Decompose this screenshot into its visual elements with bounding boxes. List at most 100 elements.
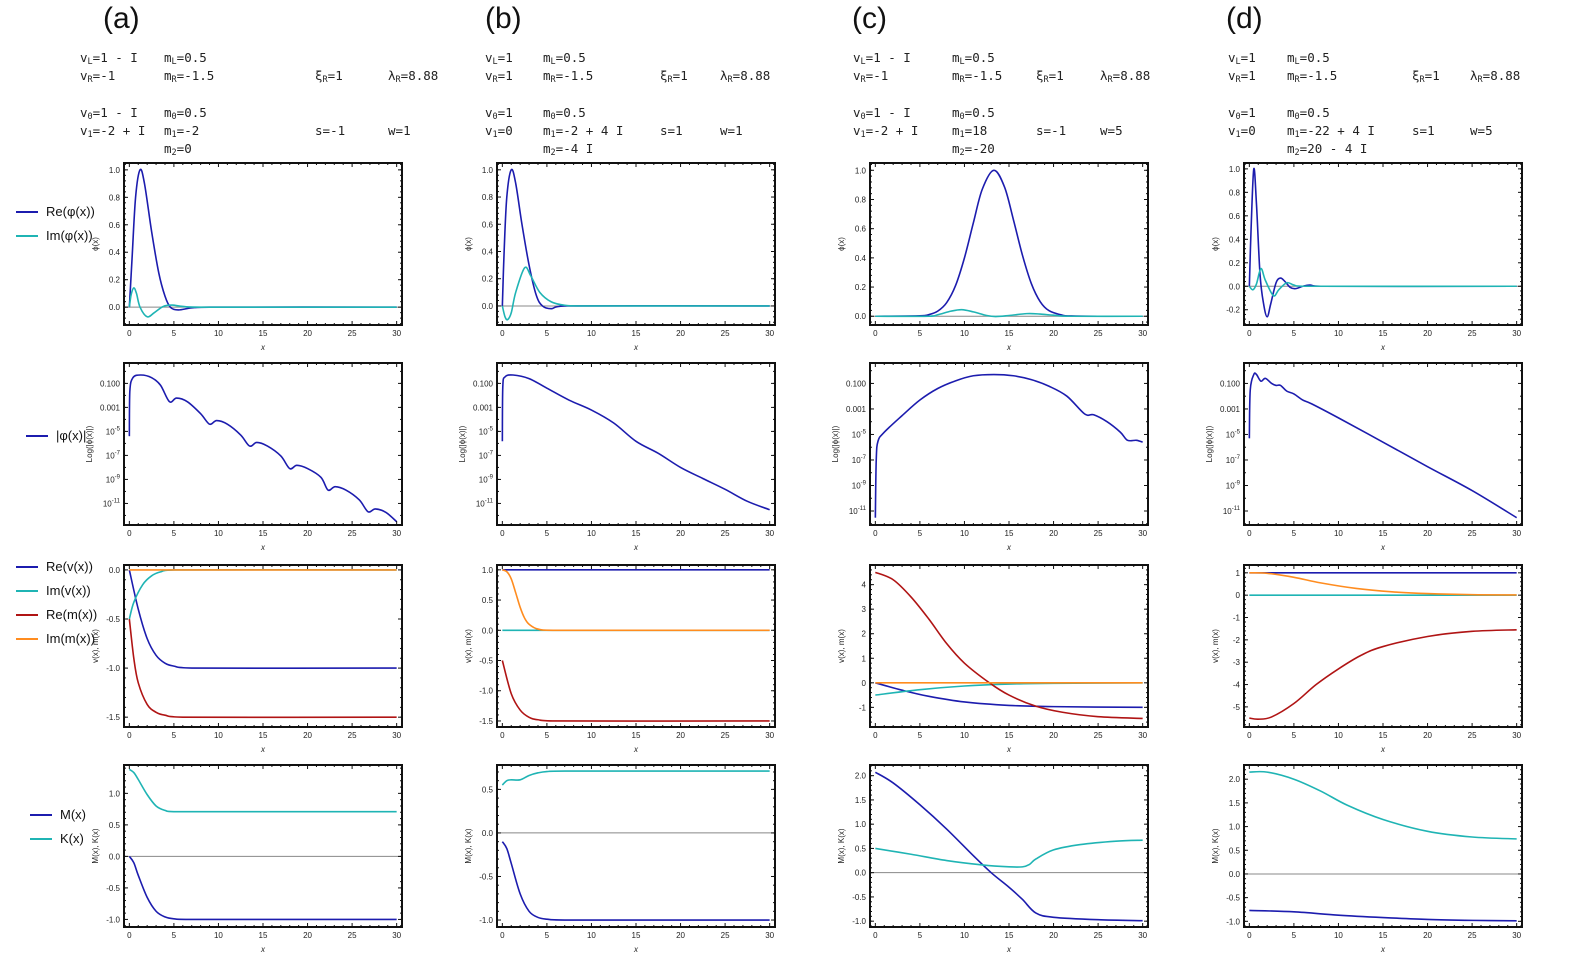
x-tick-label: 25 xyxy=(348,529,357,538)
y-tick-label: 10-11 xyxy=(476,498,494,508)
legend-label: Re(v(x)) xyxy=(46,559,93,574)
panel-label: (d) xyxy=(1226,2,1263,35)
y-tick-label: 0.100 xyxy=(1220,379,1241,388)
param-number: 8.88 xyxy=(1490,68,1521,83)
y-tick-label: 1.5 xyxy=(855,796,867,805)
y-tick-label: -1.0 xyxy=(1226,917,1240,926)
x-axis-label: x xyxy=(633,745,639,754)
param-subscript: L xyxy=(959,57,965,67)
param-symbol: v xyxy=(485,68,493,83)
param-subscript: R xyxy=(860,75,866,85)
x-tick-label: 15 xyxy=(632,329,641,338)
param-symbol: m xyxy=(543,50,551,65)
series-line-1 xyxy=(875,839,1143,868)
y-tick-label: -3 xyxy=(1233,658,1241,667)
x-tick-label: 30 xyxy=(765,731,774,740)
y-axis-label: M(x), K(x) xyxy=(464,828,473,863)
x-tick-label: 30 xyxy=(392,931,401,940)
plot-frame xyxy=(123,162,403,326)
series-line-1 xyxy=(1248,267,1517,297)
parameter-value: ξR=1 xyxy=(660,68,688,85)
series-line-0 xyxy=(1248,372,1518,519)
series-line-1 xyxy=(501,770,770,786)
param-number: -1.5 xyxy=(972,68,1003,83)
x-tick-label: 20 xyxy=(1049,529,1058,538)
parameter-value: vL=1 - I xyxy=(80,50,138,67)
x-tick-label: 10 xyxy=(960,529,969,538)
parameter-value: m1=-2 xyxy=(164,123,200,140)
x-tick-label: 25 xyxy=(1094,329,1103,338)
parameter-value: mL=0.5 xyxy=(1287,50,1330,67)
legend-swatch xyxy=(26,434,48,437)
y-tick-label: 1.5 xyxy=(1229,799,1241,808)
y-axis-label: Log(|ϕ(x)|) xyxy=(1205,425,1214,462)
y-tick-label: 0.0 xyxy=(1229,282,1241,291)
param-subscript: L xyxy=(860,57,866,67)
param-number: 0.5 xyxy=(563,105,586,120)
x-axis-label: x xyxy=(1006,343,1012,352)
y-tick-label: 0 xyxy=(862,679,867,688)
param-symbol: v xyxy=(1228,68,1236,83)
x-tick-label: 30 xyxy=(1138,931,1147,940)
x-tick-label: 15 xyxy=(259,931,268,940)
x-tick-label: 20 xyxy=(303,931,312,940)
legend-label: |φ(x)| xyxy=(56,428,87,443)
parameter-value: λR=8.88 xyxy=(388,68,439,85)
x-tick-label: 0 xyxy=(1247,731,1252,740)
parameter-value: v1=0 xyxy=(1228,123,1256,140)
param-subscript: 1 xyxy=(87,130,93,140)
y-tick-label: -2 xyxy=(1233,636,1241,645)
plot-c-4: 0 5 10 15 20 25 30 x 2.0 1.5 1.0 0.5 0.0 -0.5 -1.0 M(x)… xyxy=(837,764,1149,954)
x-tick-label: 25 xyxy=(1468,529,1477,538)
y-tick-label: 0.0 xyxy=(855,869,867,878)
parameter-value: m0=0.5 xyxy=(164,105,207,122)
y-tick-label: 0.2 xyxy=(109,276,121,285)
param-number: 1 xyxy=(1248,68,1256,83)
param-number: -2 + I xyxy=(100,123,146,138)
param-subscript: 2 xyxy=(959,148,965,158)
legend-label: Im(m(x)) xyxy=(46,631,96,646)
legend-label: Im(φ(x)) xyxy=(46,228,93,243)
x-tick-label: 30 xyxy=(1512,731,1521,740)
y-tick-label: 10-5 xyxy=(852,429,867,439)
param-number: 1 xyxy=(1427,123,1435,138)
x-tick-label: 5 xyxy=(545,731,550,740)
param-subscript: 0 xyxy=(1294,112,1300,122)
y-tick-label: 0.0 xyxy=(855,312,867,321)
x-tick-label: 5 xyxy=(918,329,923,338)
legend-entry: Re(v(x)) xyxy=(16,559,93,574)
y-tick-label: 0.2 xyxy=(1229,259,1241,268)
param-symbol: m xyxy=(1287,68,1295,83)
x-tick-label: 20 xyxy=(1423,731,1432,740)
param-subscript: 2 xyxy=(171,148,177,158)
parameter-value: w=1 xyxy=(388,123,411,138)
plot-frame xyxy=(496,564,776,728)
x-tick-label: 20 xyxy=(303,529,312,538)
param-symbol: w xyxy=(720,123,728,138)
y-tick-label: -1.0 xyxy=(106,664,120,673)
y-tick-label: 1.0 xyxy=(855,166,867,175)
parameter-value: ξR=1 xyxy=(1412,68,1440,85)
y-axis-label: v(x), m(x) xyxy=(91,629,100,663)
y-tick-label: 10-7 xyxy=(106,450,121,460)
legend-swatch xyxy=(30,813,52,816)
y-tick-label: 3 xyxy=(862,605,867,614)
parameter-value: m2=0 xyxy=(164,141,192,158)
param-symbol: ξ xyxy=(1036,68,1044,83)
param-number: 0.5 xyxy=(563,50,586,65)
param-subscript: R xyxy=(667,75,673,85)
y-tick-label: -1.5 xyxy=(479,717,493,726)
y-tick-label: 0.2 xyxy=(855,283,867,292)
x-tick-label: 10 xyxy=(1334,329,1343,338)
x-tick-label: 5 xyxy=(172,931,177,940)
param-symbol: m xyxy=(543,123,551,138)
param-number: 1 xyxy=(335,68,343,83)
param-number: -1.5 xyxy=(1307,68,1338,83)
x-tick-label: 5 xyxy=(545,329,550,338)
parameter-value: v0=1 xyxy=(1228,105,1256,122)
parameter-value: m0=0.5 xyxy=(952,105,995,122)
legend-entry: Im(φ(x)) xyxy=(16,228,93,243)
x-tick-label: 20 xyxy=(1423,329,1432,338)
x-tick-label: 10 xyxy=(587,329,596,338)
parameter-value: s=-1 xyxy=(1036,123,1067,138)
